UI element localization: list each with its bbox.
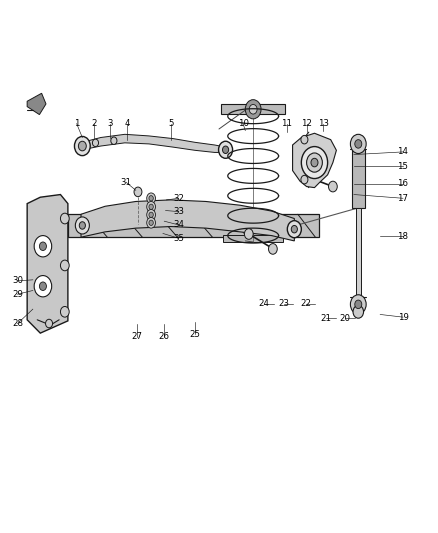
Text: 29: 29 — [12, 290, 23, 298]
Text: 30: 30 — [12, 277, 23, 285]
Text: 4: 4 — [124, 119, 130, 128]
Text: 31: 31 — [120, 178, 132, 187]
Text: 25: 25 — [189, 330, 201, 338]
Text: 22: 22 — [300, 300, 311, 308]
Text: 15: 15 — [397, 162, 409, 171]
Circle shape — [74, 136, 90, 156]
Circle shape — [75, 217, 89, 234]
Circle shape — [301, 147, 328, 179]
Circle shape — [328, 181, 337, 192]
Polygon shape — [27, 93, 46, 115]
Circle shape — [311, 158, 318, 167]
Text: 18: 18 — [397, 232, 409, 240]
Polygon shape — [82, 134, 226, 152]
Circle shape — [92, 139, 99, 147]
Text: 10: 10 — [237, 119, 249, 128]
Text: 14: 14 — [397, 148, 409, 156]
Circle shape — [223, 146, 229, 154]
Circle shape — [287, 221, 301, 238]
Text: 20: 20 — [339, 314, 351, 322]
Text: 21: 21 — [321, 314, 332, 322]
Text: 3: 3 — [108, 119, 113, 128]
Circle shape — [350, 134, 366, 154]
Circle shape — [307, 153, 322, 172]
Polygon shape — [68, 214, 319, 237]
Circle shape — [301, 175, 308, 184]
Text: 34: 34 — [173, 221, 184, 229]
Circle shape — [34, 236, 52, 257]
Text: 2: 2 — [92, 119, 97, 128]
Polygon shape — [293, 133, 336, 188]
Circle shape — [147, 201, 155, 212]
Text: 32: 32 — [173, 194, 184, 203]
Text: 33: 33 — [173, 207, 184, 216]
Text: 5: 5 — [168, 119, 173, 128]
Circle shape — [149, 212, 153, 217]
Text: 19: 19 — [398, 313, 408, 321]
Circle shape — [350, 295, 366, 314]
Circle shape — [355, 300, 362, 309]
Text: 26: 26 — [159, 333, 170, 341]
Circle shape — [60, 213, 69, 224]
Circle shape — [245, 100, 261, 119]
Text: 1: 1 — [74, 119, 79, 128]
Text: 12: 12 — [301, 119, 312, 128]
Polygon shape — [81, 200, 294, 241]
Circle shape — [34, 276, 52, 297]
Circle shape — [149, 220, 153, 225]
Polygon shape — [223, 235, 283, 242]
Polygon shape — [352, 149, 365, 208]
Circle shape — [147, 209, 155, 220]
Text: 35: 35 — [173, 234, 184, 243]
Text: 16: 16 — [397, 180, 409, 188]
Circle shape — [147, 193, 155, 204]
Circle shape — [60, 260, 69, 271]
Text: 24: 24 — [258, 300, 270, 308]
Circle shape — [78, 141, 86, 151]
Circle shape — [355, 140, 362, 148]
Text: 28: 28 — [12, 319, 23, 328]
Text: 23: 23 — [278, 300, 290, 308]
Circle shape — [134, 187, 142, 197]
Circle shape — [301, 135, 308, 144]
Circle shape — [149, 196, 153, 201]
Circle shape — [249, 104, 257, 114]
Circle shape — [39, 282, 46, 290]
Polygon shape — [356, 208, 361, 297]
Text: 17: 17 — [397, 194, 409, 203]
Circle shape — [219, 141, 233, 158]
Circle shape — [79, 222, 85, 229]
Circle shape — [149, 204, 153, 209]
Circle shape — [60, 306, 69, 317]
Text: 13: 13 — [318, 119, 329, 128]
Circle shape — [268, 244, 277, 254]
Circle shape — [111, 137, 117, 144]
Circle shape — [147, 217, 155, 228]
Polygon shape — [27, 195, 68, 333]
Circle shape — [291, 225, 297, 233]
Circle shape — [39, 242, 46, 251]
Circle shape — [353, 305, 364, 318]
Circle shape — [244, 229, 253, 239]
Text: 27: 27 — [131, 333, 142, 341]
Polygon shape — [221, 104, 285, 114]
Circle shape — [46, 319, 53, 328]
Text: 11: 11 — [281, 119, 293, 128]
